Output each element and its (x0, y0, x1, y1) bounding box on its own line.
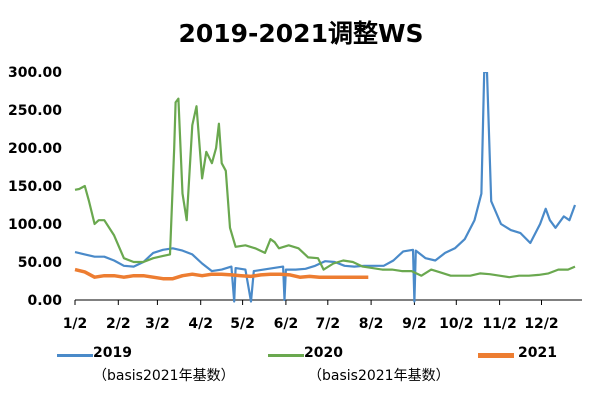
y-tick-label: 100.00 (8, 217, 62, 233)
y-tick-label: 150.00 (8, 179, 62, 195)
legend-sublabel-2020: （basis2021年基数） (308, 368, 450, 384)
x-tick-label: 10/2 (439, 316, 473, 332)
x-tick-label: 6/2 (274, 316, 299, 332)
legend-swatch-2021 (478, 353, 514, 358)
y-tick-label: 0.00 (27, 293, 62, 309)
series-line-2019 (74, 72, 577, 303)
legend-label-2019: 2019 (93, 345, 132, 361)
legend-label-2021: 2021 (518, 345, 557, 361)
legend-label-2020: 2020 (304, 345, 343, 361)
y-tick-label: 50.00 (18, 255, 63, 271)
x-tick-label: 3/2 (145, 316, 170, 332)
legend-swatch-2020 (268, 354, 304, 357)
y-tick-label: 300.00 (8, 65, 62, 81)
legend-sublabel-2019: （basis2021年基数） (93, 368, 235, 384)
x-tick-label: 1/2 (63, 316, 88, 332)
chart-title: 2019-2021调整WS (178, 19, 424, 48)
x-tick-label: 2/2 (106, 316, 131, 332)
x-tick-label: 7/2 (315, 316, 340, 332)
x-tick-label: 8/2 (359, 316, 384, 332)
series-line-2020 (74, 97, 576, 279)
x-tick-label: 5/2 (230, 316, 255, 332)
x-tick-label: 11/2 (482, 316, 516, 332)
y-tick-label: 200.00 (8, 141, 62, 157)
y-tick-label: 250.00 (8, 103, 62, 119)
x-tick-label: 4/2 (188, 316, 213, 332)
x-tick-label: 12/2 (524, 316, 558, 332)
legend-swatch-2019 (57, 354, 93, 357)
x-tick-label: 9/2 (402, 316, 427, 332)
series-line-2021 (74, 267, 369, 281)
